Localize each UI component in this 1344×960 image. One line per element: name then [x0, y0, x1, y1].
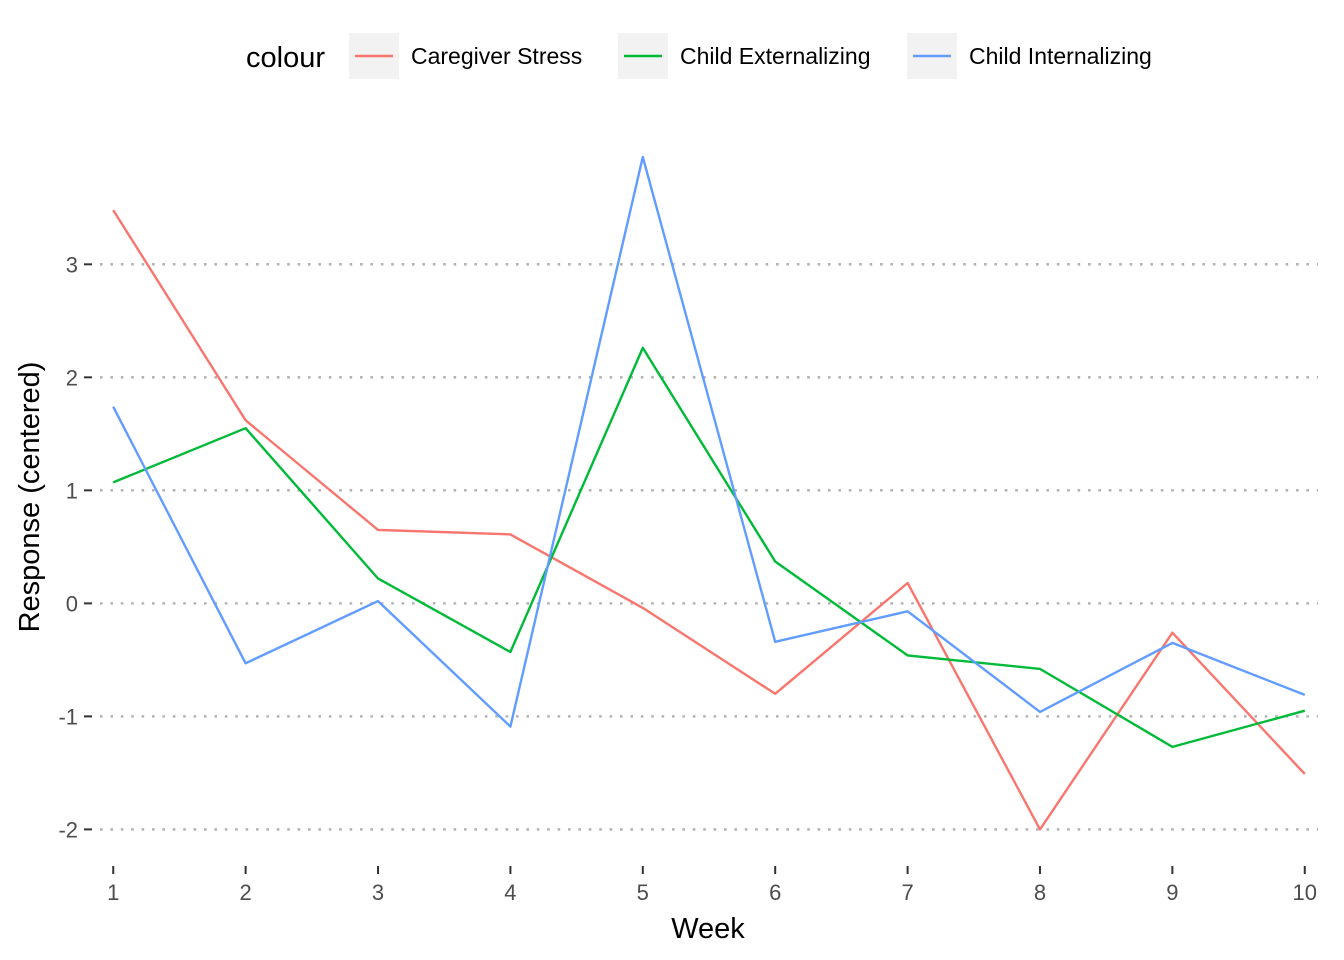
- legend-title: colour: [246, 42, 325, 74]
- x-tick-label: 8: [1034, 880, 1046, 905]
- x-tick-label: 10: [1293, 880, 1317, 905]
- x-tick-label: 4: [504, 880, 516, 905]
- legend-label-child-externalizing: Child Externalizing: [680, 43, 870, 69]
- x-tick-label: 1: [107, 880, 119, 905]
- x-tick-label: 2: [240, 880, 252, 905]
- y-tick-label: -1: [58, 704, 78, 729]
- x-tick-label: 7: [901, 880, 913, 905]
- legend-label-caregiver-stress: Caregiver Stress: [411, 43, 582, 69]
- series-line-caregiver-stress: [112, 209, 1306, 831]
- y-tick-label: 2: [66, 365, 78, 390]
- series-lines: [112, 155, 1306, 831]
- series-line-child-externalizing: [112, 346, 1306, 749]
- gridlines: [100, 263, 1318, 831]
- y-axis-title: Response (centered): [14, 362, 46, 633]
- x-tick-label: 5: [637, 880, 649, 905]
- series-line-child-internalizing: [112, 155, 1306, 728]
- y-tick-label: 3: [66, 252, 78, 277]
- legend: colour Caregiver Stress Child Externalizi…: [246, 33, 1152, 79]
- x-axis-title: Week: [671, 913, 745, 945]
- y-tick-label: 0: [66, 591, 78, 616]
- y-tick-label: -2: [58, 817, 78, 842]
- legend-label-child-internalizing: Child Internalizing: [969, 43, 1152, 69]
- y-axis: -2 -1 0 1 2 3: [58, 252, 92, 842]
- x-tick-label: 6: [769, 880, 781, 905]
- y-tick-label: 1: [66, 478, 78, 503]
- x-axis: 1 2 3 4 5 6 7 8 9 10: [107, 866, 1317, 905]
- x-tick-label: 9: [1166, 880, 1178, 905]
- x-tick-label: 3: [372, 880, 384, 905]
